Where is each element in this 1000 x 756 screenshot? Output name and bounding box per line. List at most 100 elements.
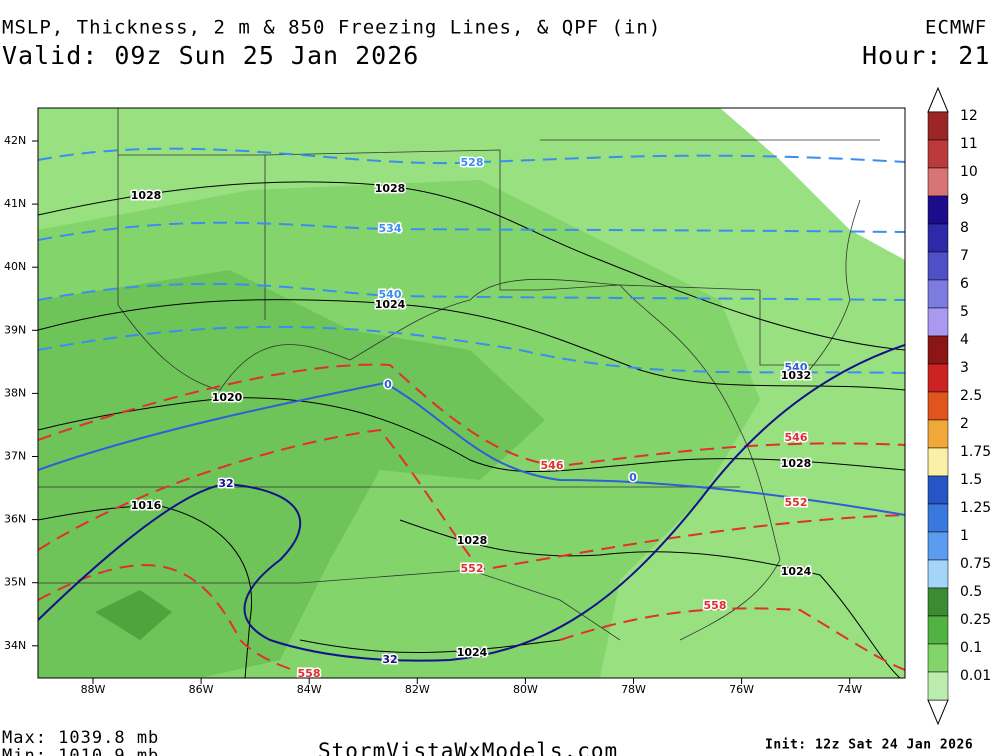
contour-label: 546 — [541, 459, 564, 472]
colorbar-label: 1.75 — [960, 444, 991, 460]
lat-label: 41N — [4, 197, 26, 210]
colorbar-label: 0.75 — [960, 556, 991, 572]
contour-label: 0 — [629, 471, 637, 484]
colorbar-swatch — [927, 363, 949, 393]
contour-label: 1024 — [457, 646, 488, 659]
contour-label: 1028 — [781, 457, 812, 470]
contour-label: 1028 — [457, 534, 488, 547]
colorbar-swatch — [927, 335, 949, 365]
lat-label: 39N — [4, 323, 26, 336]
colorbar-label: 0.01 — [960, 668, 991, 684]
lat-label: 38N — [4, 386, 26, 399]
colorbar-swatch — [927, 279, 949, 309]
contour-label: 0 — [384, 378, 392, 391]
colorbar-swatch — [927, 307, 949, 337]
boundaries — [38, 108, 880, 641]
lat-label: 34N — [4, 639, 26, 652]
colorbar-swatch — [927, 615, 949, 645]
qpf-fill — [38, 270, 545, 678]
colorbar-label: 0.1 — [960, 640, 982, 656]
colorbar-swatch — [927, 419, 949, 449]
colorbar-swatch — [927, 251, 949, 281]
colorbar-label: 4 — [960, 332, 969, 348]
contour-label: 1024 — [375, 298, 406, 311]
contour-label: 1028 — [375, 182, 406, 195]
colorbar-label: 8 — [960, 220, 969, 236]
lon-label: 82W — [405, 683, 430, 696]
contour-label: 552 — [785, 496, 808, 509]
colorbar-swatch — [927, 475, 949, 505]
colorbar-label: 0.25 — [960, 612, 991, 628]
colorbar-label: 10 — [960, 164, 978, 180]
colorbar-label: 1 — [960, 528, 969, 544]
colorbar-swatch — [927, 503, 949, 533]
init-time: Init: 12z Sat 24 Jan 2026 — [765, 738, 973, 753]
contour-label: 1016 — [131, 499, 162, 512]
colorbar-swatch — [927, 195, 949, 225]
contour-label: 32 — [382, 653, 397, 666]
colorbar-label: 0.5 — [960, 584, 982, 600]
contour-label: 546 — [785, 431, 808, 444]
colorbar-swatch — [927, 447, 949, 477]
no-precip-area — [720, 108, 905, 260]
isobars — [38, 181, 905, 678]
lat-label: 36N — [4, 513, 26, 526]
contour-label: 528 — [461, 156, 484, 169]
colorbar-label: 2.5 — [960, 388, 982, 404]
colorbar-swatch — [927, 223, 949, 253]
colorbar-label: 6 — [960, 276, 969, 292]
lon-label: 86W — [189, 683, 214, 696]
colorbar-swatch — [927, 167, 949, 197]
contour-label: 540 — [785, 361, 808, 374]
lon-label: 76W — [729, 683, 754, 696]
map-area: 5285345401024102810281020101603254605461… — [38, 108, 905, 680]
colorbar-label: 9 — [960, 192, 969, 208]
colorbar-swatch — [927, 391, 949, 421]
site-name: StormVistaWxModels.com — [318, 739, 618, 756]
contour-label: 1024 — [781, 565, 812, 578]
contour-label: 32 — [218, 477, 233, 490]
freezing-line-850 — [38, 381, 905, 516]
lon-label: 74W — [837, 683, 862, 696]
valid-time: Valid: 09z Sun 25 Jan 2026 — [2, 41, 419, 70]
contour-label: 558 — [298, 667, 321, 680]
lat-label: 37N — [4, 450, 26, 463]
lon-label: 84W — [297, 683, 322, 696]
qpf-fill — [95, 590, 172, 640]
contour-label: 534 — [379, 222, 402, 235]
contour-label: 1028 — [131, 189, 162, 202]
contour-label: 1032 — [781, 369, 812, 382]
lat-label: 40N — [4, 260, 26, 273]
max-pressure: Max: 1039.8 mb — [2, 728, 159, 748]
title: MSLP, Thickness, 2 m & 850 Freezing Line… — [2, 17, 661, 39]
thickness-lines — [38, 147, 905, 678]
lat-label: 35N — [4, 576, 26, 589]
colorbar-label: 1.5 — [960, 472, 982, 488]
lon-label: 80W — [513, 683, 538, 696]
colorbar-swatch — [927, 559, 949, 589]
contour-label: 552 — [461, 562, 484, 575]
colorbar-label: 2 — [960, 416, 969, 432]
contour-label: 1020 — [212, 391, 243, 404]
colorbar-label: 5 — [960, 304, 969, 320]
colorbar-label: 11 — [960, 136, 978, 152]
colorbar-label: 7 — [960, 248, 969, 264]
model-name: ECMWF — [925, 17, 987, 39]
contour-label: 558 — [704, 599, 727, 612]
colorbar-swatch — [927, 643, 949, 673]
lat-label: 42N — [4, 134, 26, 147]
lon-label: 78W — [621, 683, 646, 696]
freezing-line-2m — [38, 344, 905, 662]
colorbar-swatch — [927, 531, 949, 561]
forecast-hour: Hour: 21 — [862, 41, 990, 70]
lon-label: 88W — [81, 683, 106, 696]
contour-label: 540 — [379, 288, 402, 301]
colorbar-swatch — [927, 671, 949, 701]
colorbar-swatch — [927, 139, 949, 169]
colorbar-label: 12 — [960, 108, 978, 124]
colorbar-swatch — [927, 111, 949, 141]
min-pressure: Min: 1010.9 mb — [2, 746, 159, 756]
colorbar-swatch — [927, 587, 949, 617]
colorbar-label: 1.25 — [960, 500, 991, 516]
